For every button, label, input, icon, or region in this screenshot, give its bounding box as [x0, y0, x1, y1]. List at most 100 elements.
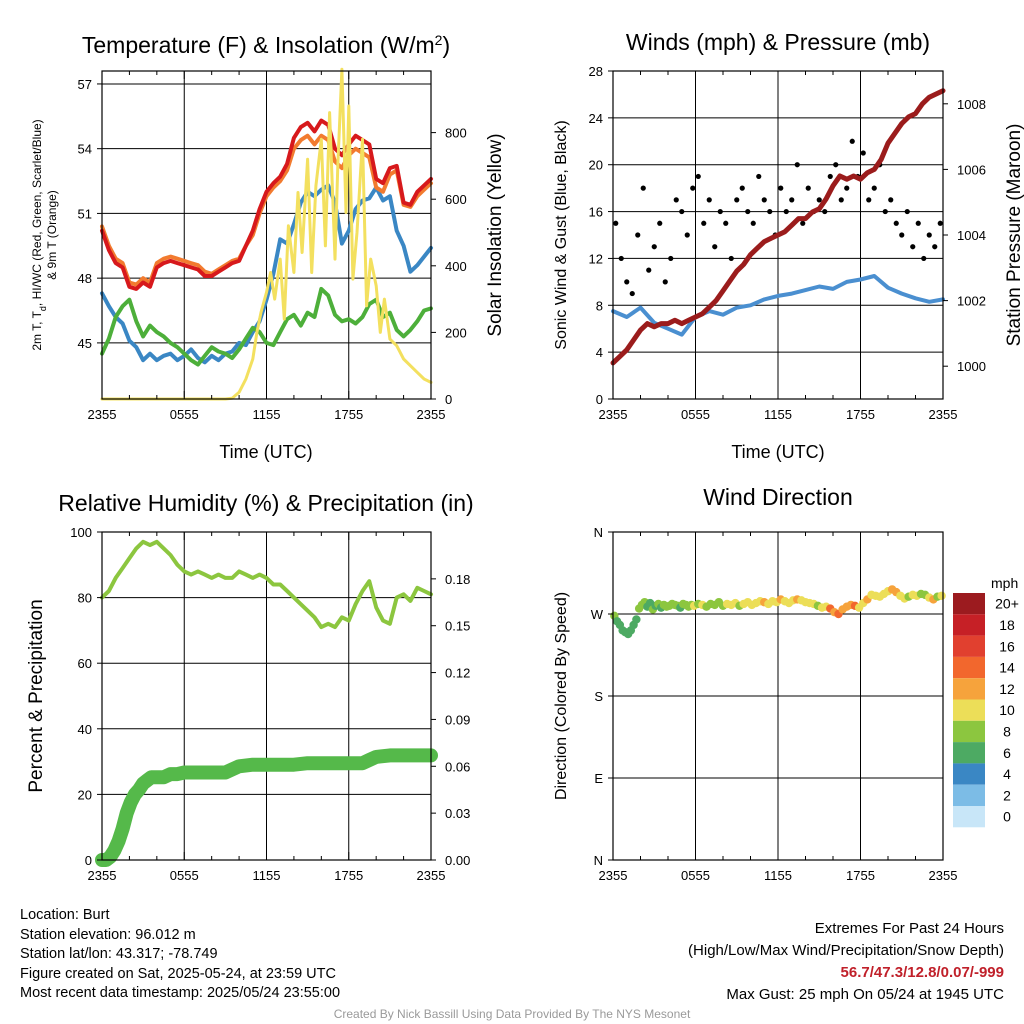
gust-point: [899, 232, 905, 238]
gust-point: [684, 232, 690, 238]
winds-axis-ticks: 2355 0555 1155 1755 235504812162024281000100…: [589, 64, 986, 422]
humidity-x-tick-1755: 1755: [334, 868, 363, 883]
gust-point: [882, 208, 888, 215]
legend-label-2: 16: [999, 638, 1015, 654]
gust-point: [745, 208, 751, 215]
humidity-y-axis-label: Percent & Precipitation: [26, 599, 47, 792]
wind-direction-chart-title: Wind Direction: [703, 484, 853, 510]
humidity-grid: [102, 532, 431, 860]
winds-chart: Winds (mph) & Pressure (mb) 2355 0555 1155…: [553, 29, 1024, 462]
insolation-y2-tick-4: 800: [445, 126, 467, 141]
gust-point: [805, 185, 811, 191]
wind-direction-points: [610, 585, 946, 639]
insolation-y2-tick-0: 0: [445, 392, 452, 407]
winds-y-tick-6: 24: [589, 111, 603, 126]
wind-direction-x-tick-2355: 2355: [599, 868, 628, 883]
winds-series: [610, 88, 946, 366]
winds-y-tick-7: 28: [589, 64, 603, 79]
gust-point: [871, 185, 877, 191]
legend-swatch-0: [953, 593, 985, 615]
temperature-x-tick-2355: 2355: [417, 407, 446, 422]
gust-point: [794, 162, 800, 168]
gust-point: [646, 267, 652, 273]
precip-y2-tick-4: 0.12: [445, 666, 470, 681]
gust-point: [926, 232, 932, 238]
precip-y2-tick-2: 0.06: [445, 759, 470, 774]
legend-label-10: 0: [1003, 809, 1011, 825]
wind-direction-y-tick-3: W: [591, 607, 604, 622]
gust-point: [860, 150, 866, 156]
gust-point: [833, 162, 839, 168]
gust-point: [932, 244, 938, 250]
extremes-summary: Extremes For Past 24 Hours (High/Low/Max…: [688, 918, 1004, 1006]
gust-point: [800, 220, 806, 226]
gust-point: [657, 220, 663, 226]
series-relative-humidity: [100, 539, 433, 630]
winds-y-tick-4: 16: [589, 205, 603, 220]
wind-direction-x-tick-1755: 1755: [846, 868, 875, 883]
humidity-x-tick-2355: 2355: [417, 868, 446, 883]
winds-y-axis-label: Sonic Wind & Gust (Blue, Black): [553, 120, 570, 349]
gust-point: [701, 220, 707, 226]
gust-point: [888, 197, 894, 203]
gust-point: [783, 208, 789, 215]
pressure-y2-tick-2: 1004: [957, 228, 986, 243]
speed-color-legend: 20+ 18 16 14 12 10 8 6 4 2 0: [953, 593, 1019, 828]
gust-point: [651, 244, 657, 250]
precip-y2-tick-0: 0.00: [445, 853, 470, 868]
winds-x-tick-0555: 0555: [681, 407, 710, 422]
winds-y-tick-0: 0: [596, 392, 603, 407]
gust-point: [624, 279, 630, 285]
extremes-subtitle: (High/Low/Max Wind/Precipitation/Snow De…: [688, 942, 1004, 959]
legend-label-7: 6: [1003, 745, 1011, 761]
temperature-x-tick-0555: 0555: [170, 407, 199, 422]
pressure-y2-tick-0: 1000: [957, 359, 986, 374]
wind-direction-x-tick-1155: 1155: [764, 868, 792, 883]
temperature-chart-title: Temperature (F) & Insolation (W/m2): [82, 32, 450, 58]
temperature-axis-ticks: 2355 0555 1155 1755 2355 45 48 51 54 57 0 200 400 600…: [78, 71, 467, 422]
wind-direction-grid: [613, 532, 943, 860]
legend-swatch-2: [953, 635, 985, 657]
series-2m-t: [100, 118, 433, 291]
legend-label-1: 18: [999, 617, 1015, 633]
gust-point: [640, 185, 646, 191]
gust-point: [728, 255, 734, 262]
insolation-y2-tick-3: 600: [445, 192, 467, 207]
precip-y2-tick-3: 0.09: [445, 712, 470, 727]
gust-point: [910, 244, 916, 250]
gust-point: [789, 197, 795, 203]
legend-label-8: 4: [1003, 766, 1011, 782]
temperature-x-tick-1155: 1155: [253, 407, 281, 422]
legend-swatch-8: [953, 763, 985, 785]
temperature-y-tick-4: 57: [78, 77, 92, 92]
gust-point: [673, 197, 679, 203]
gust-point: [767, 208, 773, 215]
legend-swatch-4: [953, 678, 985, 700]
gust-point: [866, 197, 872, 203]
temperature-y-tick-1: 48: [78, 271, 92, 286]
series-station-pressure: [610, 88, 946, 366]
gust-point: [668, 255, 674, 262]
station-info: Location: Burt Station elevation: 96.012…: [20, 906, 340, 1004]
wind-direction-x-tick-0555: 0555: [681, 868, 710, 883]
winds-x-tick-2355: 2355: [929, 407, 958, 422]
gust-point: [629, 290, 635, 297]
legend-label-4: 12: [999, 681, 1015, 697]
series-sonic-wind: [611, 274, 945, 337]
gust-point: [690, 185, 696, 191]
precip-y2-tick-6: 0.18: [445, 572, 470, 587]
gust-point: [921, 255, 927, 262]
most-recent-timestamp: Most recent data timestamp: 2025/05/24 2…: [20, 985, 341, 1001]
pressure-y2-tick-3: 1006: [957, 162, 986, 177]
gust-point: [816, 197, 822, 203]
gust-point: [750, 220, 756, 226]
temperature-y-tick-3: 54: [78, 142, 92, 157]
humidity-y-tick-0: 0: [85, 853, 92, 868]
precip-y2-tick-5: 0.15: [445, 619, 470, 634]
gust-point: [904, 208, 910, 215]
temperature-chart: Temperature (F) & Insolation (W/m2) 2355…: [30, 32, 506, 462]
legend-label-5: 10: [999, 702, 1015, 718]
winds-y-tick-2: 8: [596, 298, 603, 313]
legend-label-3: 14: [999, 660, 1015, 676]
